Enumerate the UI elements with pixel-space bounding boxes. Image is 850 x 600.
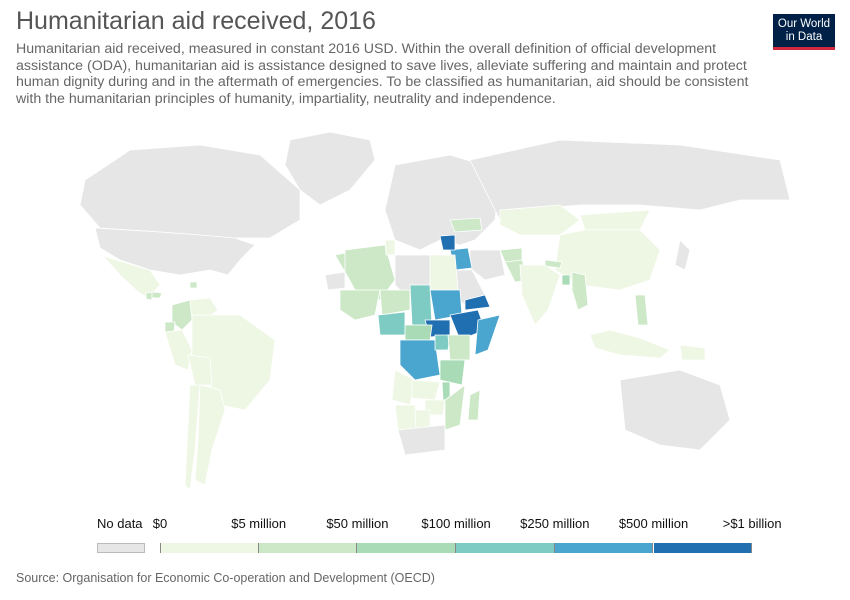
country-russia[interactable] [469, 139, 791, 221]
country-egypt[interactable] [429, 254, 459, 291]
color-legend: No data $0 $5 million $50 million $100 mill… [0, 512, 850, 562]
country-bolivia[interactable] [187, 354, 213, 386]
country-nepal[interactable] [544, 259, 563, 269]
country-mali[interactable] [339, 289, 381, 321]
legend-break-label: $50 million [326, 516, 389, 531]
country-indonesia[interactable] [589, 329, 671, 359]
country-syria[interactable] [439, 234, 456, 251]
chart-subtitle: Humanitarian aid received, measured in c… [16, 41, 749, 107]
country-zambia[interactable] [411, 379, 441, 401]
country-china[interactable] [554, 229, 661, 291]
country-papua-new-guinea[interactable] [679, 344, 706, 361]
country-dr-congo[interactable] [399, 339, 441, 381]
country-mongolia[interactable] [579, 209, 651, 231]
source-note: Source: Organisation for Economic Co-ope… [16, 571, 435, 585]
legend-break-label: $0 [152, 516, 168, 531]
country-chile[interactable] [184, 384, 201, 491]
country-honduras[interactable] [151, 291, 163, 299]
country-western-sahara[interactable] [324, 271, 346, 291]
country-chad[interactable] [409, 284, 433, 326]
legend-bin[interactable] [357, 543, 457, 553]
country-argentina[interactable] [194, 384, 226, 486]
country-india[interactable] [519, 264, 561, 326]
country-yemen[interactable] [464, 294, 491, 311]
country-philippines[interactable] [634, 294, 649, 326]
legend-break-label: $250 million [520, 516, 590, 531]
country-colombia[interactable] [171, 299, 193, 331]
country-guatemala[interactable] [145, 291, 153, 301]
legend-bin[interactable] [456, 543, 555, 553]
country-niger[interactable] [379, 289, 411, 316]
country-kenya[interactable] [447, 334, 471, 361]
legend-break-label: $100 million [421, 516, 491, 531]
legend-break-label: >$1 billion [722, 516, 782, 531]
legend-no-data-label: No data [97, 516, 143, 531]
country-mozambique[interactable] [444, 384, 466, 431]
legend-break-label: $500 million [618, 516, 689, 531]
country-south-africa[interactable] [397, 424, 446, 456]
logo-line-1: Our World [777, 18, 831, 30]
country-kazakhstan[interactable] [499, 204, 581, 236]
country-somalia[interactable] [474, 314, 501, 356]
country-nigeria[interactable] [377, 311, 406, 336]
country-tanzania[interactable] [439, 359, 466, 386]
legend-bin[interactable] [653, 543, 753, 553]
country-uganda[interactable] [434, 334, 451, 351]
legend-bin[interactable] [258, 543, 358, 553]
country-tunisia[interactable] [384, 239, 396, 256]
country-peru[interactable] [164, 329, 193, 371]
country-canada[interactable] [79, 144, 301, 239]
country-afghanistan[interactable] [499, 247, 523, 263]
country-central-african-republic[interactable] [404, 324, 433, 341]
legend-bin[interactable] [160, 543, 259, 553]
country-madagascar[interactable] [467, 389, 481, 421]
country-ukraine[interactable] [449, 217, 483, 233]
chart-title: Humanitarian aid received, 2016 [16, 7, 376, 35]
country-myanmar[interactable] [571, 271, 589, 311]
legend-no-data-swatch [97, 543, 145, 553]
country-australia[interactable] [619, 369, 731, 451]
country-haiti[interactable] [189, 281, 198, 289]
country-japan[interactable] [674, 239, 691, 271]
logo-line-2: in Data [785, 31, 823, 43]
country-united-states[interactable] [94, 227, 256, 276]
world-map[interactable] [0, 110, 850, 510]
legend-bin[interactable] [554, 543, 654, 553]
country-greenland[interactable] [284, 131, 376, 206]
country-bangladesh[interactable] [561, 274, 571, 286]
owid-logo[interactable]: Our World in Data [773, 14, 835, 50]
legend-break-label: $5 million [231, 516, 287, 531]
